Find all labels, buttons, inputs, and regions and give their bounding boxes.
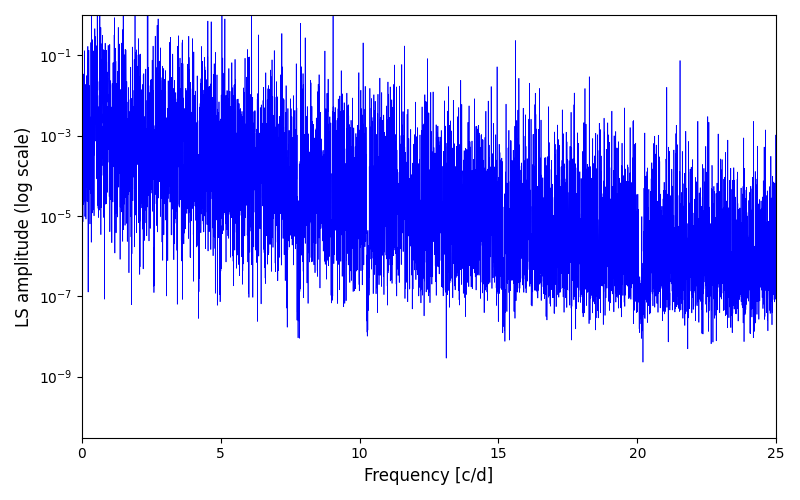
X-axis label: Frequency [c/d]: Frequency [c/d]	[364, 467, 494, 485]
Y-axis label: LS amplitude (log scale): LS amplitude (log scale)	[15, 126, 33, 326]
